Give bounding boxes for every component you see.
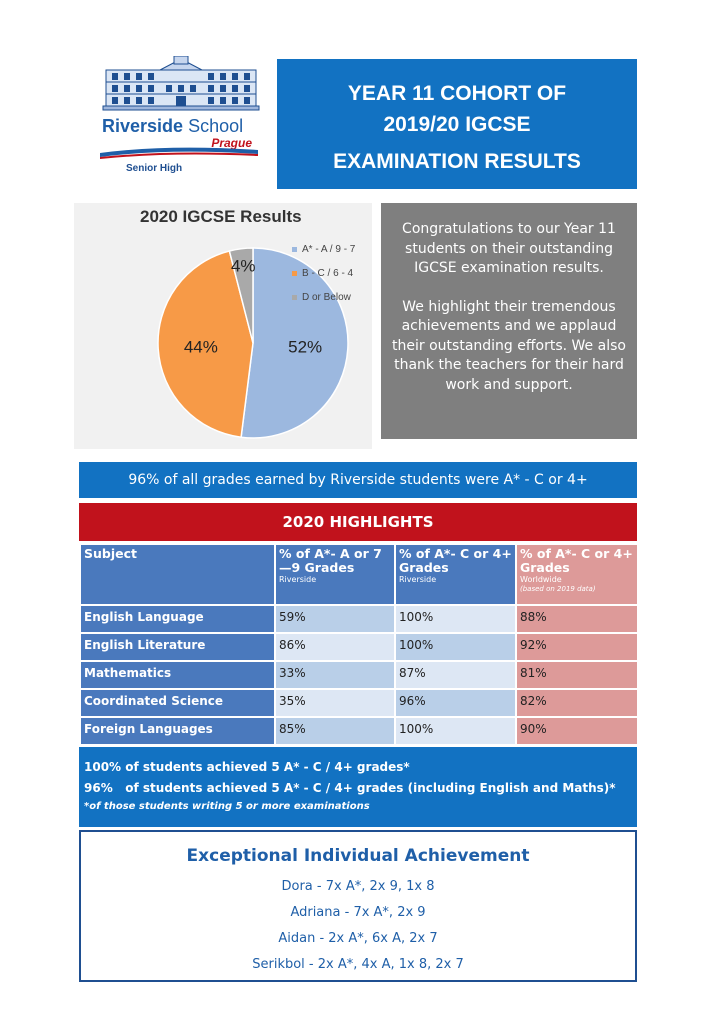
congratulations-message: Congratulations to our Year 11 students … — [381, 203, 637, 439]
cell-a-a: 35% — [274, 688, 396, 718]
cell-subject: Foreign Languages — [79, 716, 276, 746]
cell-subject: English Literature — [79, 632, 276, 662]
table-row: English Language 59% 100% 88% — [79, 604, 639, 634]
cell-a-a: 85% — [274, 716, 396, 746]
header-subject: Subject — [79, 543, 276, 606]
logo-division: Senior High — [126, 163, 182, 174]
cell-subject: Coordinated Science — [79, 688, 276, 718]
title-line-1: YEAR 11 COHORT OF — [347, 82, 567, 105]
pie-data-label-1: 44% — [184, 337, 218, 356]
legend-swatch — [292, 270, 297, 276]
cell-a-a: 59% — [274, 604, 396, 634]
student-result: Dora - 7x A*, 2x 9, 1x 8 — [281, 879, 435, 894]
table-row: Mathematics 33% 87% 81% — [79, 660, 639, 690]
cell-a-c: 96% — [394, 688, 517, 718]
legend-label: A* - A / 9 - 7 — [302, 243, 356, 255]
exceptional-title: Exceptional Individual Achievement — [186, 846, 530, 866]
cell-a-a: 86% — [274, 632, 396, 662]
cell-world: 81% — [515, 660, 639, 690]
student-result: Adriana - 7x A*, 2x 9 — [290, 905, 426, 920]
pie-data-label-0: 52% — [288, 337, 322, 356]
title-line-2: 2019/20 IGCSE — [383, 113, 531, 136]
title-line-3: EXAMINATION RESULTS — [333, 150, 581, 173]
cell-a-c: 100% — [394, 632, 517, 662]
cell-subject: Mathematics — [79, 660, 276, 690]
pie-svg: 52% 44% 4% — [157, 247, 349, 439]
table-row: Coordinated Science 35% 96% 82% — [79, 688, 639, 718]
achievement-footnote: *of those students writing 5 or more exa… — [84, 801, 370, 812]
highlights-heading: 2020 HIGHLIGHTS — [79, 503, 637, 541]
table-row: English Literature 86% 100% 92% — [79, 632, 639, 662]
table-row: Foreign Languages 85% 100% 90% — [79, 716, 639, 746]
cell-a-c: 87% — [394, 660, 517, 690]
cell-world: 92% — [515, 632, 639, 662]
school-logo: Riverside School Prague Senior High — [98, 55, 264, 176]
legend-swatch — [292, 294, 297, 300]
legend-swatch — [292, 246, 297, 252]
legend-item-0: A* - A / 9 - 7 — [292, 237, 355, 261]
cell-world: 82% — [515, 688, 639, 718]
chart-title: 2020 IGCSE Results — [140, 207, 302, 226]
svg-text:Riverside School: Riverside School — [102, 116, 243, 136]
cohort-achievements: 100% of students achieved 5 A* - C / 4+ … — [79, 747, 637, 827]
results-pie-chart: 52% 44% 4% 2020 IGCSE Results A* - A / 9 -… — [74, 203, 372, 449]
highlights-table: Subject % of A*- A or 7—9 Grades Riversi… — [79, 543, 639, 746]
cell-subject: English Language — [79, 604, 276, 634]
logo-name-light: School — [188, 116, 243, 136]
cell-a-c: 100% — [394, 604, 517, 634]
school-building-icon: Riverside School Prague Senior High — [100, 55, 260, 174]
header-a-a-grades: % of A*- A or 7—9 Grades Riverside — [274, 543, 396, 606]
page-title: YEAR 11 COHORT OF 2019/20 IGCSE EXAMINAT… — [277, 59, 637, 189]
legend-item-1: B - C / 6 - 4 — [292, 261, 355, 285]
student-result: Serikbol - 2x A*, 4x A, 1x 8, 2x 7 — [252, 957, 464, 972]
chart-legend: A* - A / 9 - 7 B - C / 6 - 4 D or Below — [292, 237, 355, 309]
cell-a-a: 33% — [274, 660, 396, 690]
cell-world: 88% — [515, 604, 639, 634]
logo-city: Prague — [211, 136, 252, 150]
pie-slice-1 — [157, 250, 254, 439]
congrats-paragraph-2: We highlight their tremendous achievemen… — [392, 298, 626, 393]
header-worldwide: % of A*- C or 4+ Grades Worldwide (based… — [515, 543, 639, 606]
pie-data-label-2: 4% — [231, 257, 256, 276]
cell-world: 90% — [515, 716, 639, 746]
header-a-c-grades: % of A*- C or 4+ Grades Riverside — [394, 543, 517, 606]
legend-item-2: D or Below — [292, 285, 355, 309]
cell-a-c: 100% — [394, 716, 517, 746]
pie-slice-0 — [240, 247, 349, 439]
grades-summary-banner: 96% of all grades earned by Riverside st… — [79, 462, 637, 498]
legend-label: D or Below — [302, 291, 351, 303]
logo-name-bold: Riverside — [102, 116, 183, 136]
table-header-row: Subject % of A*- A or 7—9 Grades Riversi… — [79, 543, 639, 606]
legend-label: B - C / 6 - 4 — [302, 267, 354, 279]
exceptional-achievement-box: Exceptional Individual Achievement Dora … — [79, 830, 637, 982]
pie-slice-2 — [228, 247, 254, 344]
achievement-line-1: 100% of students achieved 5 A* - C / 4+ … — [84, 760, 410, 774]
achievement-line-2: 96% of students achieved 5 A* - C / 4+ g… — [84, 781, 616, 795]
congrats-paragraph-1: Congratulations to our Year 11 students … — [402, 221, 616, 276]
student-result: Aidan - 2x A*, 6x A, 2x 7 — [278, 931, 438, 946]
